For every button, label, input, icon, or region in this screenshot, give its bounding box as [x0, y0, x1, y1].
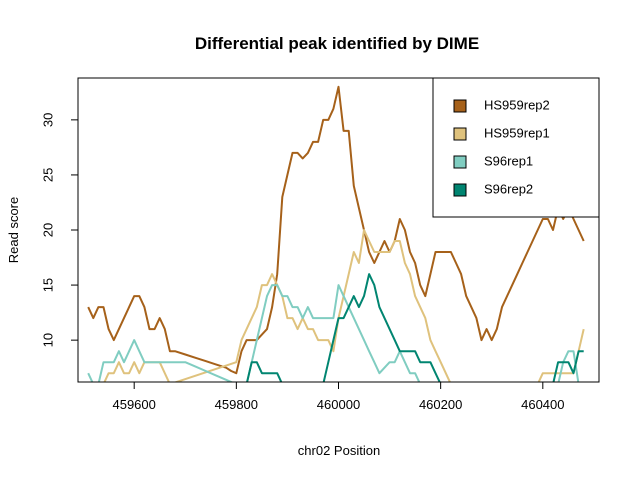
x-tick-label: 460000: [317, 397, 360, 412]
y-tick-label: 25: [40, 168, 55, 182]
legend-label-HS959rep2: HS959rep2: [484, 97, 550, 112]
legend-swatch-HS959rep2: [453, 99, 467, 113]
legend-swatch-S96rep2: [453, 183, 467, 197]
axes: 459600 459800 460000 460200 460400 10 15 20 25 30: [40, 77, 600, 412]
legend: HS959rep2 HS959rep1 S96rep1 S96rep2: [432, 77, 600, 218]
y-tick-label: 30: [40, 113, 55, 127]
x-tick-label: 460200: [419, 397, 462, 412]
legend-swatch-S96rep1: [453, 155, 467, 169]
legend-label-S96rep2: S96rep2: [484, 181, 533, 196]
legend-swatch-HS959rep1: [453, 127, 467, 141]
x-tick-label: 460400: [521, 397, 564, 412]
series-line-S96rep2: [246, 273, 584, 382]
y-axis-label: Read score: [6, 197, 21, 263]
y-tick-label: 20: [40, 223, 55, 237]
series-line-HS959rep2: [87, 85, 585, 375]
series-line-S96rep1: [87, 284, 580, 382]
chart-title: Differential peak identified by DIME: [195, 34, 479, 53]
series-layer: [87, 85, 585, 382]
x-axis-label: chr02 Position: [298, 443, 380, 458]
x-tick-label: 459600: [112, 397, 155, 412]
x-tick-label: 459800: [215, 397, 258, 412]
y-tick-label: 15: [40, 278, 55, 292]
y-tick-label: 10: [40, 333, 55, 347]
legend-label-HS959rep1: HS959rep1: [484, 125, 550, 140]
legend-label-S96rep1: S96rep1: [484, 153, 533, 168]
